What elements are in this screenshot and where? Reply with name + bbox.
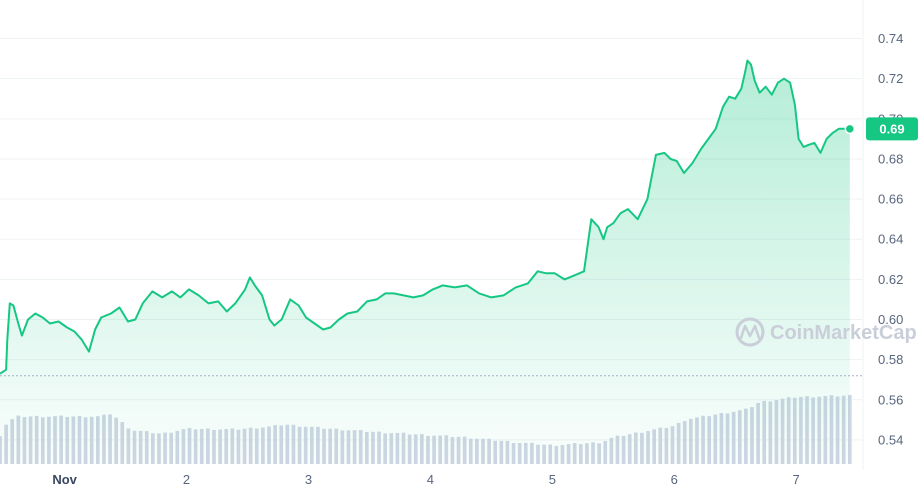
x-tick-label: 3: [305, 472, 312, 487]
coinmarketcap-logo-icon: [735, 317, 765, 347]
coinmarketcap-watermark: CoinMarketCap: [735, 317, 917, 347]
y-tick-label: 0.58: [878, 352, 903, 367]
y-tick-label: 0.74: [878, 31, 903, 46]
price-line: [0, 59, 850, 375]
current-price-badge: 0.69: [866, 117, 918, 141]
y-axis-ticks: 0.740.720.700.680.660.640.620.600.580.56…: [878, 31, 903, 447]
x-tick-label: 6: [671, 472, 678, 487]
current-price-badge-bg: [866, 117, 918, 141]
x-tick-label: 5: [549, 472, 556, 487]
watermark-text: CoinMarketCap: [770, 322, 917, 344]
x-tick-label: 4: [427, 472, 434, 487]
y-tick-label: 0.64: [878, 232, 903, 247]
y-tick-label: 0.60: [878, 312, 903, 327]
y-tick-label: 0.56: [878, 392, 903, 407]
x-tick-label: 7: [793, 472, 800, 487]
x-tick-label: 2: [183, 472, 190, 487]
volume-bar: [847, 395, 852, 464]
y-tick-label: 0.62: [878, 272, 903, 287]
x-tick-label: Nov: [52, 472, 77, 487]
y-tick-label: 0.72: [878, 71, 903, 86]
y-tick-label: 0.68: [878, 151, 903, 166]
price-area-fill: [0, 60, 850, 464]
current-price-label: 0.69: [879, 121, 904, 136]
y-tick-label: 0.66: [878, 192, 903, 207]
y-tick-label: 0.54: [878, 432, 903, 447]
current-price-dot: [844, 123, 856, 135]
x-axis-ticks: Nov 2 3 4 5 6 7: [52, 472, 799, 487]
